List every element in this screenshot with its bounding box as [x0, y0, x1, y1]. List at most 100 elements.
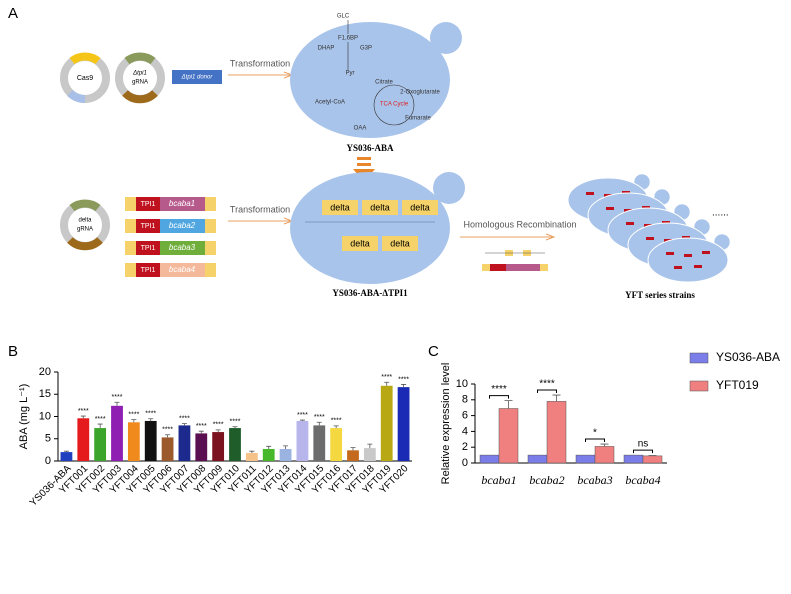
y-tick-label: 20: [39, 366, 51, 378]
bar: [212, 432, 225, 461]
error-bar: [283, 445, 289, 449]
significance: ****: [314, 414, 325, 421]
insert: [586, 192, 594, 195]
cell-bud: [430, 22, 462, 54]
insert: [606, 207, 614, 210]
metabolite: 2-Oxoglutarate: [400, 90, 440, 96]
delta-box: [382, 236, 418, 251]
cell: [290, 22, 450, 138]
bar: [279, 448, 292, 461]
insert: [684, 254, 692, 257]
metabolite: Fumarate: [405, 116, 431, 122]
bar: [623, 454, 644, 464]
bar: [111, 405, 123, 461]
gene: [160, 241, 205, 255]
promoter-label: TPI1: [141, 223, 156, 230]
bar: [498, 408, 519, 464]
error-bar: [350, 447, 356, 451]
error-bar: [552, 394, 561, 402]
metabolite: Pyr: [346, 71, 355, 77]
x-tick-label: bcaba4: [625, 473, 660, 487]
error-bar: [215, 429, 221, 433]
delta-box: [342, 236, 378, 251]
error-bar: [80, 415, 86, 419]
significance: ns: [638, 439, 649, 450]
bar: [363, 448, 376, 461]
gene-label: bcaba4: [169, 265, 196, 274]
error-bar: [63, 450, 69, 453]
plasmid: Δtpi1 gRNA: [115, 52, 165, 104]
plasmid-label: gRNA: [132, 80, 148, 86]
y-tick-label: 15: [39, 388, 51, 400]
bar: [380, 385, 393, 461]
bar: [60, 452, 73, 461]
plasmid-label: delta: [78, 218, 92, 224]
significance-bracket: [633, 449, 653, 454]
y-tick-label: 2: [462, 441, 468, 453]
homology-arm: [125, 219, 136, 233]
bar: [245, 452, 258, 461]
x-tick-label: bcaba2: [529, 473, 564, 487]
metabolite: OAA: [354, 126, 367, 132]
significance: ****: [162, 427, 173, 434]
strain-stack: [567, 173, 731, 283]
x-tick-label: bcaba3: [577, 473, 612, 487]
error-bar: [367, 443, 373, 449]
gene-label: bcaba3: [169, 243, 196, 252]
homology-arm: [205, 263, 216, 277]
gene-label: bcaba2: [169, 221, 196, 230]
gene: [160, 263, 205, 277]
delta-label: delta: [410, 202, 430, 212]
insert: [626, 222, 634, 225]
promoter: [136, 197, 160, 211]
y-tick-label: 8: [462, 394, 468, 406]
strain-label: YS036-ABA: [346, 143, 394, 153]
plasmid: delta gRNA: [60, 199, 110, 251]
donor-label: Δtpi1 donor: [181, 75, 214, 81]
significance: ****: [179, 415, 190, 422]
bar: [575, 454, 596, 464]
delta-box: [402, 200, 438, 215]
significance: ****: [213, 422, 224, 429]
delta-sites: delta delta delta delta delta: [322, 200, 438, 251]
arrow-label: Homologous Recombination: [463, 219, 576, 229]
y-tick-label: 10: [456, 378, 468, 390]
insert: [642, 206, 650, 209]
delta-box: [362, 200, 398, 215]
significance: ****: [491, 384, 507, 395]
error-bar: [131, 419, 137, 423]
bar: [161, 437, 174, 461]
plasmid-label: Cas9: [77, 75, 93, 82]
significance: *: [593, 428, 597, 439]
error-bar: [401, 384, 407, 388]
promoter: [136, 241, 160, 255]
significance: ****: [145, 411, 156, 418]
gene: [160, 219, 205, 233]
error-bar: [266, 445, 272, 449]
significance-bracket: [585, 438, 605, 443]
bar: [144, 420, 157, 461]
delta-label: delta: [350, 238, 370, 248]
metabolite: TCA Cycle: [380, 102, 409, 108]
error-bar: [148, 418, 154, 421]
error-bar: [333, 425, 339, 429]
significance: ****: [381, 374, 392, 381]
error-bar: [165, 434, 171, 438]
legend-swatch: [689, 380, 709, 392]
insert: [674, 266, 682, 269]
homology-arm: [205, 241, 216, 255]
error-bar: [249, 450, 255, 453]
legend-label: YFT019: [716, 378, 759, 392]
homology-arm: [125, 241, 136, 255]
y-tick-label: 0: [45, 455, 51, 467]
significance: ****: [78, 408, 89, 415]
bar: [195, 433, 208, 461]
delta-label: delta: [370, 202, 390, 212]
bar: [296, 420, 309, 461]
plasmid: Cas9: [60, 52, 110, 103]
cell: [290, 172, 450, 284]
constructs: TPI1 bcaba1 TPI1 bcaba2 TPI1 bcaba3 TPI1 bcaba4: [125, 197, 216, 277]
error-bar: [198, 430, 204, 434]
homology-arm: [205, 197, 216, 211]
